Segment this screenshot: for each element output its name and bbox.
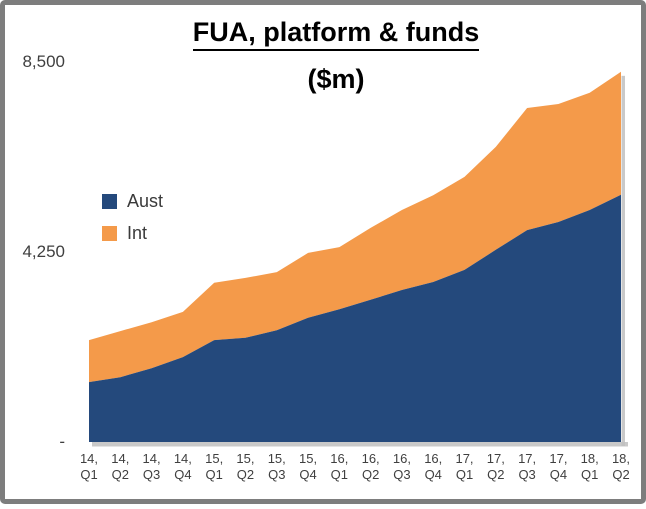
y-tick-label: - <box>59 432 65 451</box>
x-tick-label: 14, Q1 <box>79 451 99 482</box>
x-tick-label: 15, Q4 <box>299 451 318 482</box>
x-tick-label: 17, Q1 <box>455 451 474 482</box>
legend-label: Int <box>127 223 148 243</box>
chart-title-text: FUA, platform & funds <box>192 17 480 51</box>
x-tick-label: 15, Q2 <box>236 451 255 482</box>
y-axis: 8,500 4,250 - <box>11 5 65 499</box>
x-tick-label: 17, Q3 <box>518 451 537 482</box>
legend-item: Int <box>102 222 163 244</box>
chart-title: FUA, platform & funds <box>45 15 627 51</box>
x-tick-label: 15, Q1 <box>205 451 224 482</box>
x-tick-label: 16, Q4 <box>424 451 443 482</box>
x-tick-label: 14, Q4 <box>173 451 192 482</box>
x-axis: 14, Q1 14, Q2 14, Q3 14, Q4 15, Q1 15, Q2 15, Q3 15, Q4… <box>5 451 641 485</box>
chart-shadow-right <box>621 75 625 446</box>
x-tick-label: 15, Q3 <box>267 451 286 482</box>
x-tick-label: 17, Q2 <box>486 451 505 482</box>
int-area <box>89 71 621 383</box>
x-tick-label: 18, Q1 <box>580 451 599 482</box>
x-tick-label: 14, Q2 <box>111 451 130 482</box>
x-tick-label: 14, Q3 <box>142 451 161 482</box>
legend-item: Aust <box>102 190 163 212</box>
stacked-area-chart <box>89 71 628 447</box>
aust-area <box>89 194 621 442</box>
chart-shadow-bottom <box>92 442 628 447</box>
y-tick-label: 8,500 <box>22 52 65 71</box>
x-tick-label: 16, Q2 <box>361 451 380 482</box>
x-tick-label: 17, Q4 <box>549 451 568 482</box>
legend-swatch-int-icon <box>102 225 117 241</box>
x-tick-label: 16, Q3 <box>392 451 411 482</box>
legend-swatch-aust-icon <box>102 193 117 209</box>
y-tick-label: 4,250 <box>22 242 65 261</box>
chart-subtitle: ($m) <box>307 64 365 94</box>
x-tick-label: 16, Q1 <box>330 451 349 482</box>
legend: Aust Int <box>102 190 163 254</box>
legend-label: Aust <box>127 191 164 211</box>
x-tick-label: 18, Q2 <box>611 451 631 482</box>
